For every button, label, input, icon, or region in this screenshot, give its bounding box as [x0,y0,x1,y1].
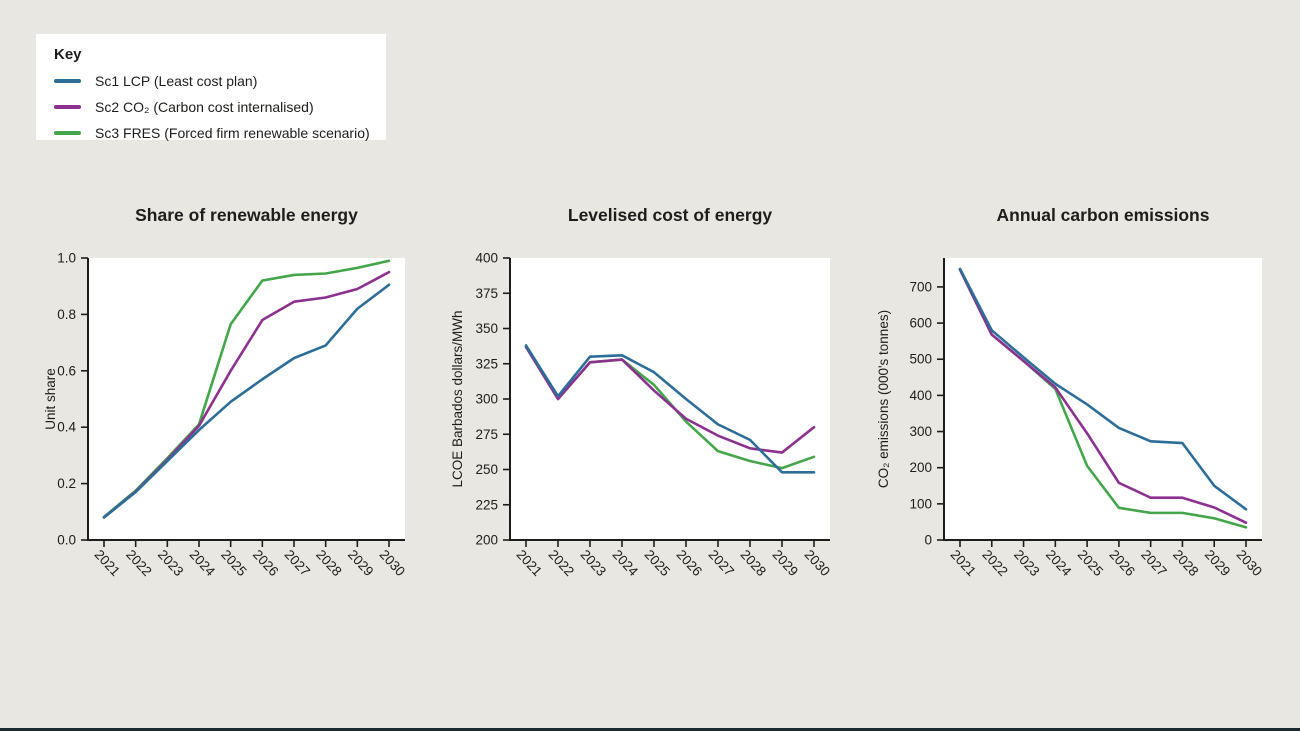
y-tick-label: 0 [924,533,932,548]
footer-bar [0,728,1300,731]
y-tick-label: 250 [475,462,498,477]
y-tick-label: 300 [909,424,932,439]
legend-item-sc1: Sc1 LCP (Least cost plan) [54,68,386,94]
y-tick-label: 1.0 [57,251,76,266]
legend-label-sc1: Sc1 LCP (Least cost plan) [95,73,258,89]
chart-title: Share of renewable energy [135,205,358,225]
legend-title: Key [54,46,82,63]
y-axis-label: CO₂ emissions (000's tonnes) [876,310,891,488]
x-tick-label: 2029 [1202,547,1233,579]
legend-item-sc2: Sc2 CO₂ (Carbon cost internalised) [54,94,386,120]
series-line-sc2-co2 [958,268,1248,524]
legend-swatch-sc2-line-icon [54,105,81,109]
y-tick-label: 200 [475,533,498,548]
chart-annual-carbon-emissions: Annual carbon emissions 0 100 200 300 400 500… [870,195,1282,625]
y-tick-label: 400 [475,251,498,266]
x-tick-label: 2030 [802,547,833,579]
x-tick-label: 2029 [345,547,376,579]
y-tick-label: 0.2 [57,476,76,491]
x-tick-label: 2023 [155,547,186,579]
x-tick-label: 2023 [578,547,609,579]
legend-label-sc3: Sc3 FRES (Forced firm renewable scenario… [95,125,370,141]
y-tick-label: 700 [909,279,932,294]
series-line-sc1-lcp [958,267,1248,511]
x-tick-label: 2026 [1106,547,1137,579]
x-tick-label: 2025 [642,547,673,579]
x-tick-label: 2026 [250,547,281,579]
y-tick-label: 275 [475,427,498,442]
x-tick-label: 2021 [514,547,545,579]
x-tick-label: 2025 [218,547,249,579]
x-tick-label: 2028 [1170,547,1201,579]
y-tick-label: 350 [475,321,498,336]
x-tick-label: 2027 [282,547,313,579]
chart-share-of-renewable-energy: Share of renewable energy 0.0 0.2 0.4 0.6 0.… [30,195,442,625]
y-tick-label: 100 [909,496,932,511]
y-tick-label: 0.4 [57,420,76,435]
y-tick-label: 0.6 [57,363,76,378]
chart-title: Levelised cost of energy [567,205,773,225]
x-tick-label: 2025 [1075,547,1106,579]
x-tick-label: 2030 [377,547,408,579]
y-tick-label: 400 [909,388,932,403]
series-line-sc1-lcp [102,283,391,519]
x-tick-label: 2022 [123,547,154,579]
x-tick-label: 2027 [706,547,737,579]
plot-area [510,258,830,540]
x-tick-label: 2023 [1011,547,1042,579]
x-tick-label: 2022 [546,547,577,579]
y-tick-label: 500 [909,352,932,367]
series-line-sc1-lcp [524,344,816,474]
x-tick-label: 2024 [1043,547,1075,580]
y-axis-label: LCOE Barbados dollars/MWh [450,310,465,487]
y-tick-label: 0.0 [57,533,76,548]
legend-swatch-sc3-line-icon [54,131,81,135]
legend-swatch-sc1-line-icon [54,79,81,83]
x-tick-label: 2028 [313,547,344,579]
y-tick-label: 300 [475,392,498,407]
x-tick-label: 2024 [610,547,642,580]
y-tick-label: 325 [475,356,498,371]
y-tick-label: 0.8 [57,307,76,322]
chart-title: Annual carbon emissions [996,205,1210,225]
x-tick-label: 2030 [1234,547,1265,579]
legend-item-sc3: Sc3 FRES (Forced firm renewable scenario… [54,120,386,146]
y-tick-label: 200 [909,460,932,475]
x-tick-label: 2027 [1138,547,1169,579]
series-line-sc2-co2 [524,345,816,454]
y-tick-label: 225 [475,497,498,512]
x-tick-label: 2028 [738,547,769,579]
x-tick-label: 2021 [92,547,123,579]
y-tick-label: 375 [475,286,498,301]
plot-area [88,258,405,540]
x-tick-label: 2024 [187,547,219,580]
x-tick-label: 2026 [674,547,705,579]
y-axis-label: Unit share [43,368,58,430]
plot-area [944,258,1262,540]
x-tick-label: 2022 [979,547,1010,579]
x-tick-label: 2029 [770,547,801,579]
chart-levelised-cost-of-energy: Levelised cost of energy 200 225 250 275 300… [445,195,857,625]
x-tick-label: 2021 [948,547,979,579]
legend: Key Sc1 LCP (Least cost plan) Sc2 CO₂ (C… [36,34,386,141]
y-tick-label: 600 [909,316,932,331]
legend-label-sc2: Sc2 CO₂ (Carbon cost internalised) [95,99,314,115]
